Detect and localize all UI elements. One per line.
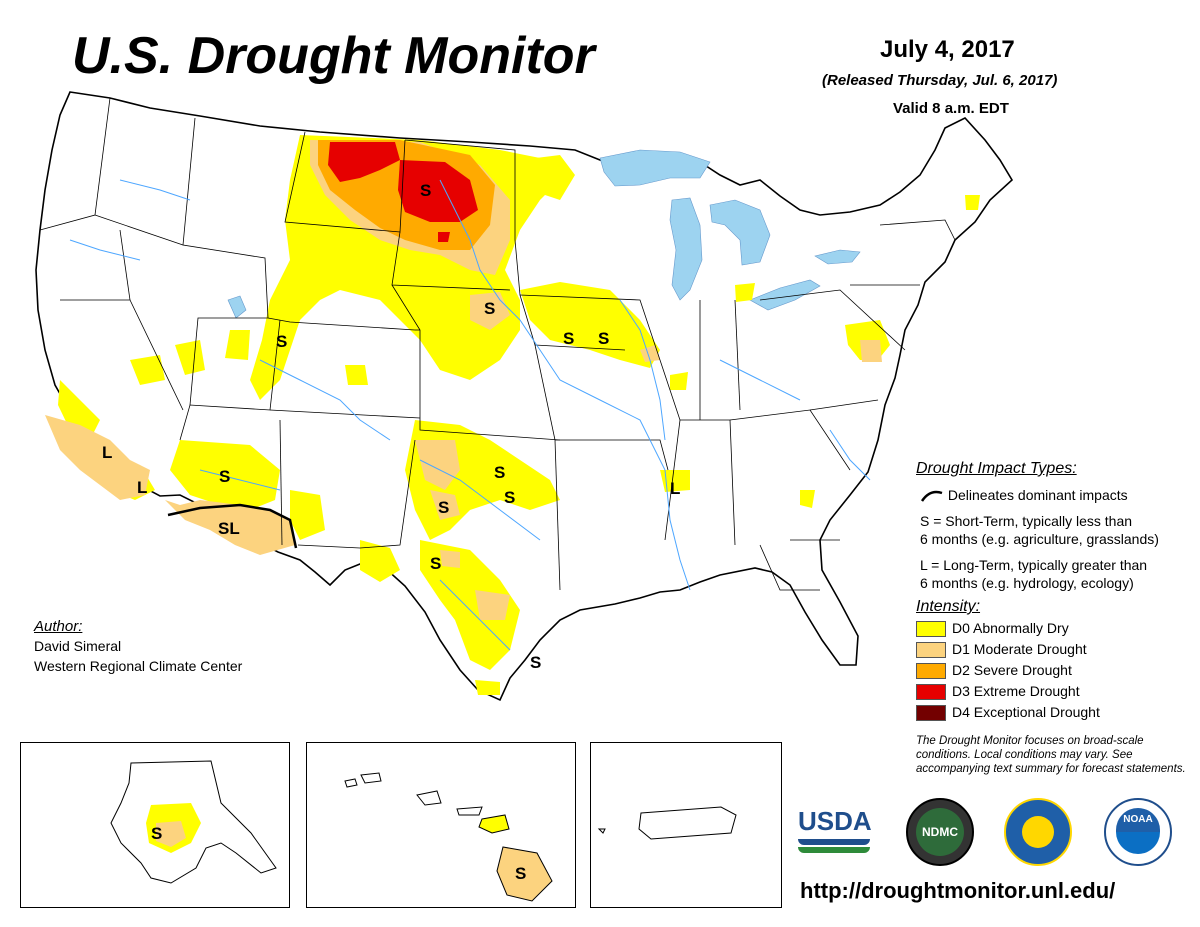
- d2-label: D2 Severe Drought: [952, 662, 1072, 678]
- short-term-line-2: 6 months (e.g. agriculture, grasslands): [920, 531, 1159, 547]
- ndmc-logo: NDMC: [906, 798, 974, 866]
- state-borders: [39, 97, 956, 591]
- lake-michigan: [669, 197, 703, 301]
- puerto-rico-inset: [590, 742, 782, 908]
- impact-delineation-line: [167, 503, 298, 549]
- author-name: David Simeral: [34, 638, 122, 654]
- impact-label-s: S: [563, 329, 574, 348]
- d4-swatch: [916, 705, 946, 722]
- impact-label-s: S: [276, 332, 287, 351]
- impact-label-s: S: [598, 329, 609, 348]
- disclaimer-note: The Drought Monitor focuses on broad-sca…: [916, 735, 1186, 775]
- impact-label-s: S: [530, 653, 541, 672]
- impact-label-l: L: [137, 478, 147, 497]
- lake-huron: [709, 199, 771, 266]
- lake-ontario: [814, 249, 861, 265]
- rivers: [69, 179, 871, 651]
- d0-swatch: [916, 621, 946, 638]
- hawaii-inset: S: [306, 742, 576, 908]
- ndmc-logo-text: NDMC: [916, 808, 964, 856]
- intensity-row-d3: D3 Extreme Drought: [916, 683, 1080, 701]
- alaska-inset: S: [20, 742, 290, 908]
- d3-areas: [328, 142, 478, 242]
- hawaii-map: S: [344, 772, 553, 902]
- map-title: U.S. Drought Monitor: [72, 27, 595, 85]
- impact-label-l: L: [670, 479, 680, 498]
- lake-erie: [749, 279, 821, 311]
- release-date: (Released Thursday, Jul. 6, 2017): [822, 72, 1058, 89]
- impact-label-s: S: [219, 467, 230, 486]
- impact-label-s: S: [438, 498, 449, 517]
- impact-labels: S S S S S S S S S S S SL L L L: [102, 181, 680, 672]
- impact-label-s: S: [494, 463, 505, 482]
- usda-logo-text: USDA: [798, 806, 872, 836]
- noaa-logo: NOAA: [1104, 798, 1172, 866]
- impact-label-l: L: [102, 443, 112, 462]
- impact-label-s: S: [420, 181, 431, 200]
- impact-label-s: S: [504, 488, 515, 507]
- intensity-row-d1: D1 Moderate Drought: [916, 641, 1087, 659]
- impact-label-s: S: [430, 554, 441, 573]
- d3-swatch: [916, 684, 946, 701]
- d0-label: D0 Abnormally Dry: [952, 620, 1069, 636]
- intensity-heading: Intensity:: [916, 598, 981, 615]
- noaa-logo-text: NOAA: [1116, 808, 1160, 832]
- impact-label-sl: SL: [218, 519, 240, 538]
- alaska-map: S: [110, 760, 277, 884]
- delineation-label: Delineates dominant impacts: [947, 487, 1128, 503]
- intensity-row-d2: D2 Severe Drought: [916, 662, 1072, 680]
- delineation-line-icon: [920, 491, 943, 503]
- valid-time: Valid 8 a.m. EDT: [893, 100, 1009, 117]
- impact-types-heading: Drought Impact Types:: [916, 460, 1077, 477]
- author-org: Western Regional Climate Center: [34, 658, 243, 674]
- impact-label-s: S: [515, 864, 526, 883]
- puerto-rico-map: [597, 806, 737, 840]
- long-term-line-1: L = Long-Term, typically greater than: [920, 557, 1148, 573]
- website-url[interactable]: http://droughtmonitor.unl.edu/: [800, 878, 1116, 903]
- great-salt-lake: [227, 295, 247, 319]
- short-term-line-1: S = Short-Term, typically less than: [920, 513, 1133, 529]
- d1-label: D1 Moderate Drought: [952, 641, 1087, 657]
- map-date: July 4, 2017: [880, 36, 1015, 63]
- d3-label: D3 Extreme Drought: [952, 683, 1080, 699]
- long-term-line-2: 6 months (e.g. hydrology, ecology): [920, 575, 1134, 591]
- intensity-row-d0: D0 Abnormally Dry: [916, 620, 1069, 638]
- d4-label: D4 Exceptional Drought: [952, 704, 1100, 720]
- intensity-row-d4: D4 Exceptional Drought: [916, 704, 1100, 722]
- impact-label-s: S: [484, 299, 495, 318]
- d2-swatch: [916, 663, 946, 680]
- usda-logo: USDA: [798, 806, 872, 864]
- impact-label-s: S: [151, 824, 162, 843]
- commerce-seal: [1004, 798, 1072, 866]
- lake-superior: [599, 149, 711, 187]
- author-label: Author:: [34, 618, 83, 635]
- d1-swatch: [916, 642, 946, 659]
- delineation-legend-row: Delineates dominant impacts: [920, 486, 1128, 504]
